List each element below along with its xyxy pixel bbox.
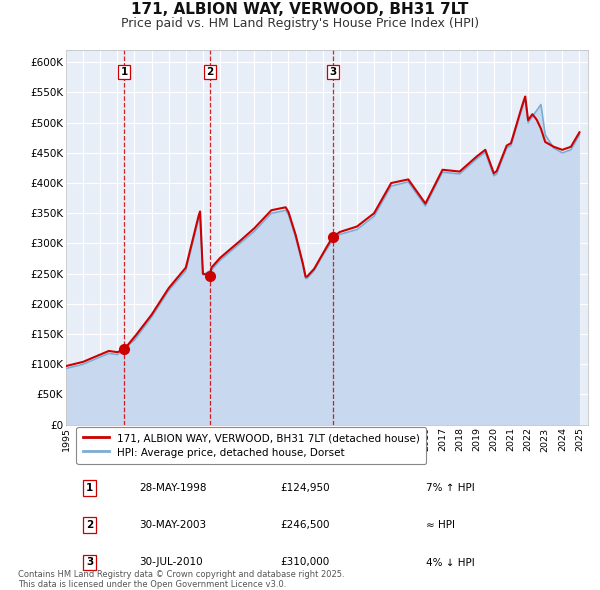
- Text: Price paid vs. HM Land Registry's House Price Index (HPI): Price paid vs. HM Land Registry's House …: [121, 17, 479, 30]
- Text: 3: 3: [329, 67, 336, 77]
- Text: 28-MAY-1998: 28-MAY-1998: [139, 483, 206, 493]
- Text: 1: 1: [86, 483, 93, 493]
- Text: 1: 1: [121, 67, 128, 77]
- Text: 171, ALBION WAY, VERWOOD, BH31 7LT: 171, ALBION WAY, VERWOOD, BH31 7LT: [131, 2, 469, 17]
- Text: 30-JUL-2010: 30-JUL-2010: [139, 558, 203, 568]
- Text: 30-MAY-2003: 30-MAY-2003: [139, 520, 206, 530]
- Legend: 171, ALBION WAY, VERWOOD, BH31 7LT (detached house), HPI: Average price, detache: 171, ALBION WAY, VERWOOD, BH31 7LT (deta…: [76, 427, 426, 464]
- Text: £246,500: £246,500: [280, 520, 329, 530]
- Text: 7% ↑ HPI: 7% ↑ HPI: [426, 483, 475, 493]
- Text: £310,000: £310,000: [280, 558, 329, 568]
- Text: 4% ↓ HPI: 4% ↓ HPI: [426, 558, 475, 568]
- Text: Contains HM Land Registry data © Crown copyright and database right 2025.
This d: Contains HM Land Registry data © Crown c…: [18, 570, 344, 589]
- Text: 3: 3: [86, 558, 93, 568]
- Text: ≈ HPI: ≈ HPI: [426, 520, 455, 530]
- Text: £124,950: £124,950: [280, 483, 329, 493]
- Text: 2: 2: [86, 520, 93, 530]
- Text: 2: 2: [206, 67, 214, 77]
